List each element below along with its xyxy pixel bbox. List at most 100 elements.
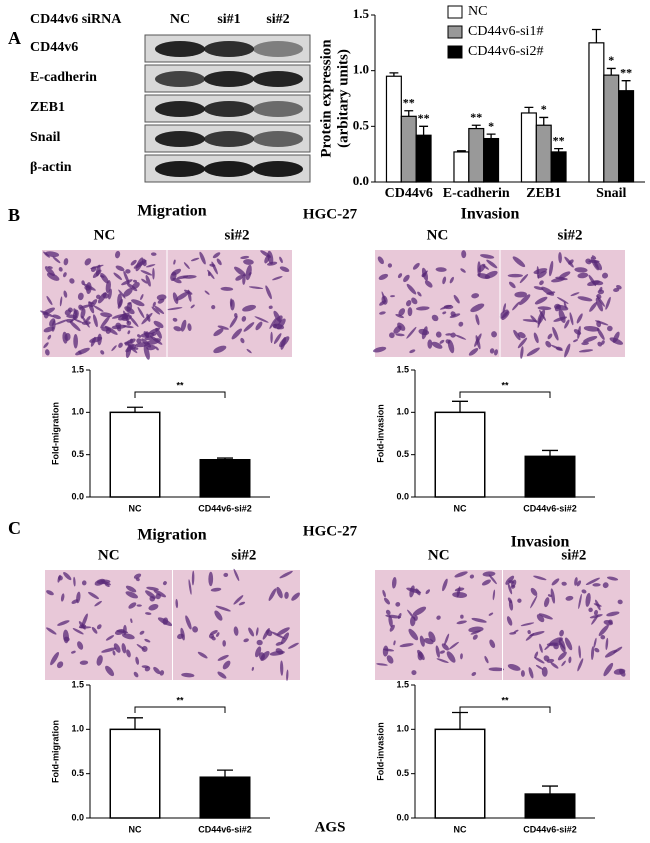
significance: ** [470,110,482,124]
blot-band [155,131,205,147]
cell [393,325,402,334]
cell [406,326,417,339]
cell [136,338,142,344]
cell [581,589,587,594]
cell [66,318,74,323]
cell [458,321,464,327]
cell [144,336,154,341]
cell [538,613,553,620]
cell [558,309,566,324]
cell [617,599,623,605]
cell [606,611,620,617]
cell [94,600,102,607]
cell [546,658,555,663]
significance: * [608,53,614,67]
cell [539,280,544,286]
cell [494,349,498,356]
cell [450,311,456,317]
cell [115,250,121,259]
cell [100,312,113,318]
cell [421,326,428,340]
bar [109,411,161,498]
cell [216,258,222,266]
y-tick-label: 0.0 [396,812,409,822]
cell [223,572,229,578]
cell [561,581,567,586]
cell [276,627,290,636]
cell [216,632,220,637]
y-tick-label: 0.0 [71,491,84,501]
cell [534,651,539,659]
cell [143,344,150,360]
cell [445,339,451,344]
significance: * [488,119,494,133]
cell [565,595,574,601]
y-tick-label: 1.5 [71,364,84,374]
x-tick-label: CD44v6-si#2 [198,824,252,834]
cell [412,262,420,270]
cell [81,321,91,325]
cell [101,647,117,653]
cell [78,304,84,311]
cell [501,311,510,320]
cell [276,318,286,330]
significance-bracket [134,391,226,398]
significance: ** [553,133,565,147]
cell [155,593,161,600]
cell [51,320,56,332]
image-title: Invasion [511,534,570,551]
cell [409,349,416,354]
y-tick-label: 1.0 [396,724,409,734]
cell [141,312,153,325]
cell [472,634,478,640]
cell [488,574,497,585]
cell [609,337,624,345]
cell [72,628,84,635]
cell [577,296,593,302]
cell [145,612,152,615]
cell [514,291,528,298]
cell [439,304,452,310]
cell [233,626,239,636]
x-tick-label: CD44v6 [385,186,433,201]
cell [96,655,103,666]
bar [199,458,251,498]
cell [69,278,75,284]
cell [445,333,452,336]
image-title: Invasion [461,206,520,223]
cell [100,580,111,586]
image-title: Migration [137,203,206,220]
cell [520,346,524,359]
cell [406,300,412,307]
cell [46,295,53,306]
cell [90,264,104,270]
x-tick-label: E-cadherin [443,186,510,201]
cell [64,309,72,316]
cell [431,341,443,349]
cell [492,589,496,601]
cell [577,325,581,340]
cell [291,592,300,601]
cell [113,272,123,280]
significance: ** [620,65,632,79]
cell [79,660,89,665]
cell [512,301,520,311]
cell [488,667,505,672]
cell [163,581,167,586]
cell [124,306,135,315]
cell [393,640,396,646]
cell [80,308,86,319]
cell [234,266,247,277]
cell [590,646,595,660]
cell [470,303,485,313]
cell [537,315,542,328]
cell [105,635,115,641]
bar [483,137,500,183]
cell [526,347,540,357]
significance: ** [418,111,430,125]
cell [520,622,535,627]
cell [581,341,589,346]
cell [596,328,605,340]
cell [63,290,68,298]
cell [530,595,538,609]
